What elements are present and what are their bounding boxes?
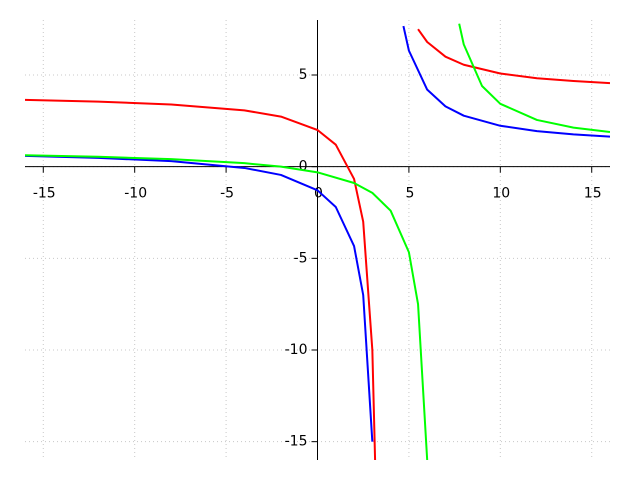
y-tick-label: -15 xyxy=(285,434,308,450)
x-tick-label: 15 xyxy=(584,186,602,202)
x-tick-label: -5 xyxy=(220,186,234,202)
y-tick-label: -10 xyxy=(285,342,308,358)
y-tick-label: 0 xyxy=(299,159,308,175)
x-tick-label: 10 xyxy=(492,186,510,202)
curve xyxy=(25,28,610,460)
x-tick-label: 5 xyxy=(405,186,414,202)
curve xyxy=(25,23,610,460)
curve xyxy=(25,25,610,442)
y-tick-label: 5 xyxy=(299,67,308,83)
y-tick-label: -5 xyxy=(294,250,308,266)
x-tick-label: -15 xyxy=(33,186,56,202)
x-tick-label: -10 xyxy=(124,186,147,202)
x-tick-label: 0 xyxy=(314,186,323,202)
